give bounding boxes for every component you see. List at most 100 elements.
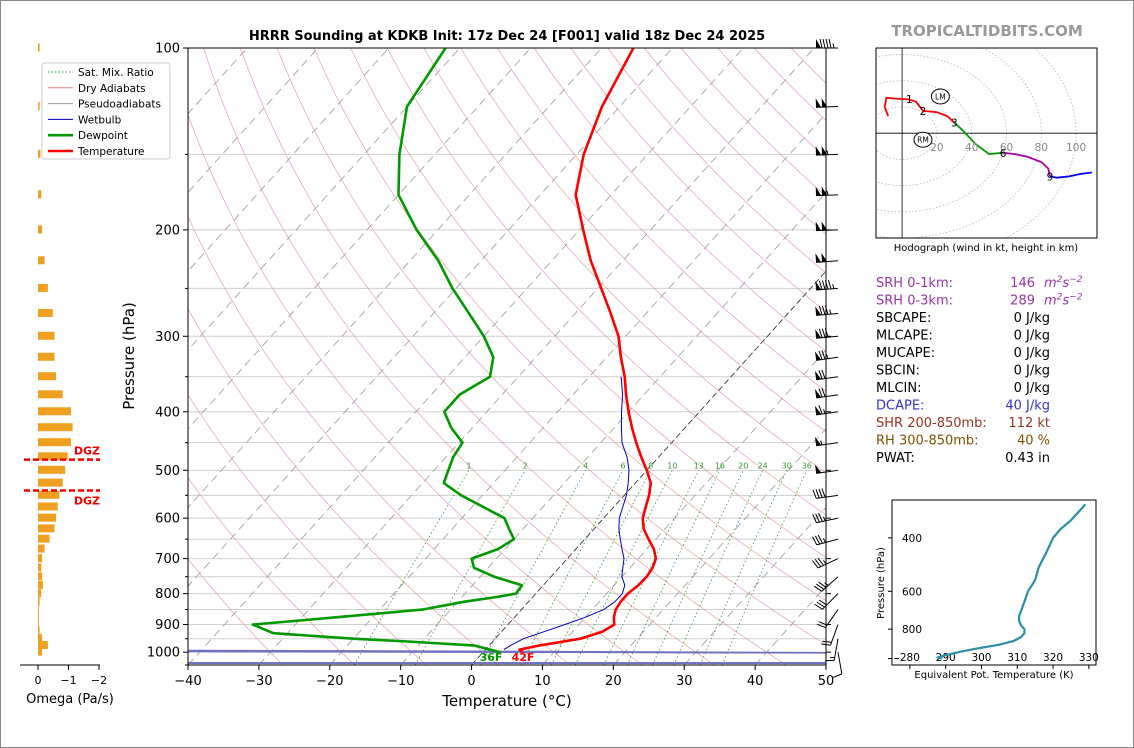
wind-barb xyxy=(812,512,839,524)
barb-pennant xyxy=(815,221,822,231)
barb-flag xyxy=(818,581,827,588)
dry-adiabat-line xyxy=(188,558,284,665)
hodograph-ring-label: 100 xyxy=(1066,142,1086,154)
wind-barb xyxy=(812,557,839,569)
omega-bar xyxy=(38,423,73,432)
omega-bar xyxy=(38,452,68,461)
barb-pennant xyxy=(815,306,822,316)
barb-pennant xyxy=(815,253,822,263)
omega-tick-label: −1 xyxy=(60,674,76,687)
isotherm-line xyxy=(258,48,815,665)
barb-flag xyxy=(812,560,819,569)
y-tick-label: 1000 xyxy=(147,646,180,661)
wind-barb xyxy=(815,305,839,316)
dry-adiabat-line xyxy=(533,48,826,352)
wind-barb xyxy=(833,652,843,678)
index-label: MLCAPE: xyxy=(876,329,933,344)
theta-e-y-tick-label: 400 xyxy=(902,533,922,545)
wind-barb xyxy=(812,534,839,546)
barb-flag xyxy=(812,536,818,546)
skewt-background-lines xyxy=(188,48,826,665)
omega-bar xyxy=(38,490,60,499)
y-tick-label: 700 xyxy=(155,552,180,567)
omega-bar xyxy=(38,190,42,199)
omega-bar xyxy=(38,563,42,572)
wind-barb xyxy=(814,350,839,361)
dry-adiabat-line xyxy=(350,48,826,558)
omega-bar xyxy=(38,331,55,340)
y-tick-label: 500 xyxy=(155,464,180,479)
barb-staff xyxy=(816,494,839,499)
mixing-ratio-label: 36 xyxy=(802,461,812,470)
index-value: 146 xyxy=(1010,276,1035,291)
wind-barb xyxy=(815,98,839,108)
dry-adiabat-line xyxy=(239,48,787,665)
hodograph-frame xyxy=(875,47,1098,239)
mixing-ratio-labels: 1 2 4 6 8 10 13 16 20 24 30 36 xyxy=(466,461,811,470)
barb-flag xyxy=(821,643,831,646)
wetbulb-line xyxy=(503,376,630,651)
isotherm-line xyxy=(825,664,826,665)
theta-e-x-tick-label: 310 xyxy=(1007,652,1027,664)
dry-adiabat-line xyxy=(276,48,826,646)
dry-adiabat-line xyxy=(188,477,356,665)
index-label: MLCIN: xyxy=(876,381,921,396)
theta-e-y-tick-label: 800 xyxy=(902,624,922,636)
omega-bar xyxy=(38,102,40,111)
barb-pennant xyxy=(815,98,822,108)
index-label: SRH 0-3km: xyxy=(876,294,953,309)
barb-staff xyxy=(816,538,839,546)
theta-e-ylabel: Pressure (hPa) xyxy=(876,547,887,619)
mixing-ratio-line xyxy=(603,470,700,665)
x-tick-label: −20 xyxy=(316,674,343,689)
barb-staff xyxy=(815,194,839,197)
barb-pennant xyxy=(821,252,828,262)
index-value: 0.43 in xyxy=(1005,451,1050,466)
isotherm-line xyxy=(188,48,461,351)
omega-bar xyxy=(38,478,63,487)
skewt-series xyxy=(251,48,658,654)
omega-bar xyxy=(38,502,58,511)
barb-staff xyxy=(816,469,839,474)
omega-bar xyxy=(38,283,48,292)
mixing-ratio-line xyxy=(673,470,764,665)
dry-adiabat-line xyxy=(460,48,826,433)
wind-barb xyxy=(816,38,838,49)
barb-half-flag xyxy=(826,190,829,196)
wind-barb xyxy=(816,609,839,629)
hodograph-height-label: 2 xyxy=(920,106,927,118)
omega-tick-label: −2 xyxy=(91,674,107,687)
barb-half-flag xyxy=(822,516,826,522)
wind-barb xyxy=(814,405,839,416)
hodograph-segment xyxy=(1049,171,1092,179)
isotherm-line xyxy=(329,113,826,665)
hodograph-height-label: 9 xyxy=(1047,171,1054,183)
legend-label: Pseudoadiabats xyxy=(78,99,161,111)
unit-superscript: −2 xyxy=(1069,275,1083,285)
barb-flag xyxy=(827,279,832,290)
index-value: 40 % xyxy=(1017,434,1050,449)
hodograph-segment xyxy=(953,122,1004,156)
hodograph-segment xyxy=(1002,151,1051,177)
barb-staff xyxy=(816,260,839,263)
isotherm-line xyxy=(188,48,602,509)
legend-label: Dewpoint xyxy=(78,130,128,142)
dgz-label: DGZ xyxy=(74,495,100,508)
unit-base: s xyxy=(1062,294,1069,309)
wind-barb xyxy=(815,186,839,197)
mixing-ratio-label: 30 xyxy=(782,461,792,470)
omega-bar xyxy=(38,390,63,399)
wind-barb xyxy=(814,464,839,474)
y-tick-label: 200 xyxy=(155,223,180,238)
barb-flag xyxy=(814,603,823,610)
wind-barb xyxy=(815,279,839,291)
theta-e-xlabel: Equivalent Pot. Temperature (K) xyxy=(914,670,1073,681)
barb-flag xyxy=(815,489,820,499)
omega-bar xyxy=(38,225,43,234)
hodograph-height-label: 1 xyxy=(906,94,913,106)
barb-half-flag xyxy=(832,43,835,49)
omega-bar xyxy=(38,524,55,533)
barb-flag xyxy=(825,38,829,49)
